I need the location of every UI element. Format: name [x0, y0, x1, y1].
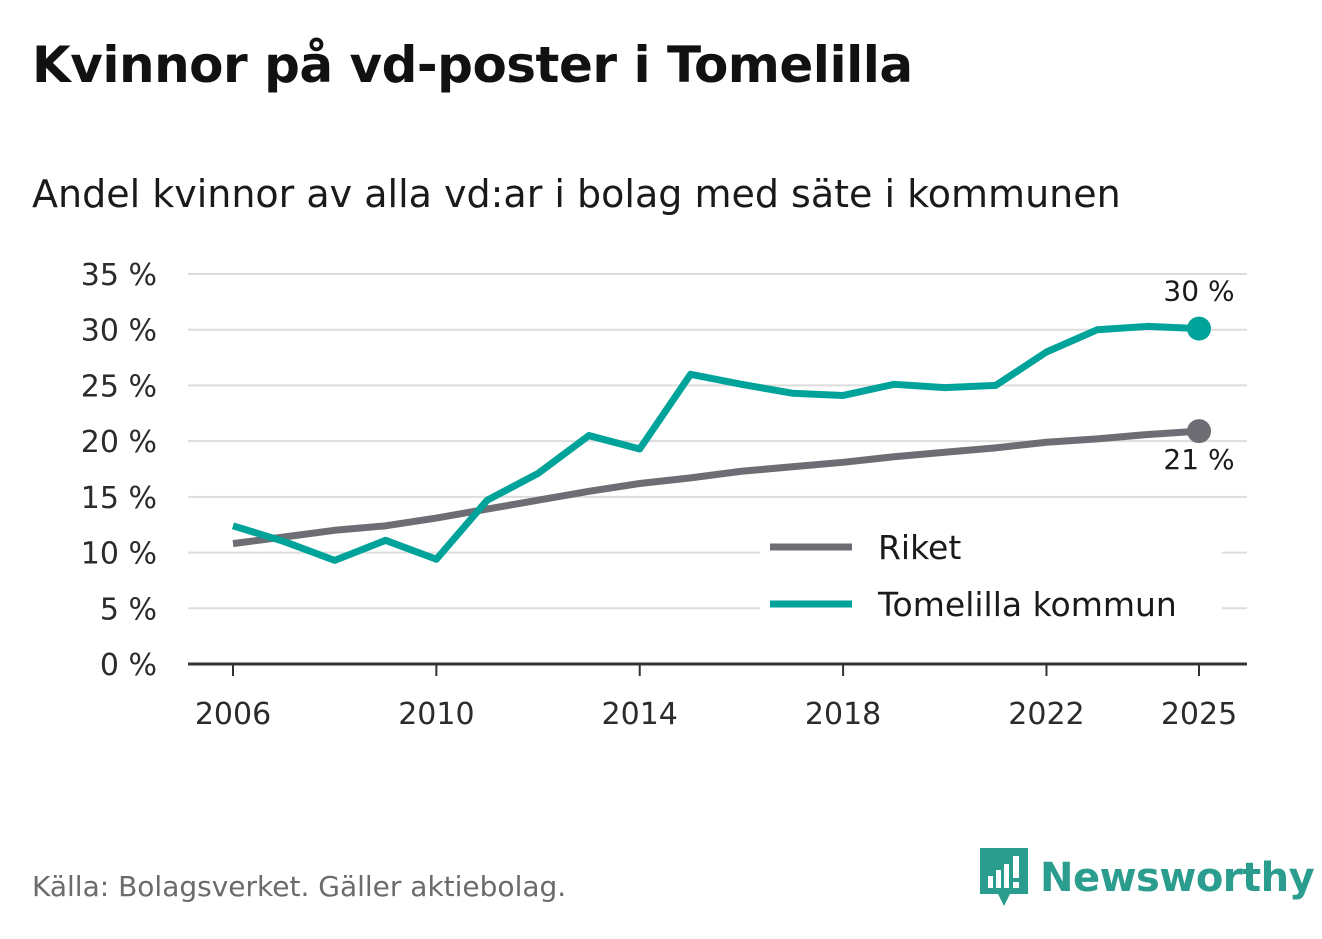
x-axis-ticks: 2006 2010 2014 2018 2022 2025 [195, 664, 1237, 732]
x-tick-label: 2018 [805, 697, 881, 732]
y-tick-label: 30 % [81, 314, 157, 349]
chart-subtitle: Andel kvinnor av alla vd:ar i bolag med … [32, 172, 1121, 216]
legend-label: Tomelilla kommun [877, 585, 1177, 624]
end-label-riket: 21 % [1163, 443, 1234, 476]
newsworthy-logo-icon [980, 848, 1028, 906]
y-tick-label: 0 % [100, 648, 157, 683]
y-tick-label: 15 % [81, 481, 157, 516]
y-tick-label: 35 % [81, 258, 157, 293]
brand-name: Newsworthy [1040, 855, 1315, 901]
end-label-tomelilla: 30 % [1163, 275, 1234, 308]
legend-label: Riket [878, 528, 961, 567]
y-tick-label: 5 % [100, 592, 157, 627]
x-tick-label: 2022 [1008, 697, 1084, 732]
y-tick-label: 25 % [81, 369, 157, 404]
series-line-riket [232, 427, 1200, 548]
series-lines: 21 % 30 % [231, 275, 1235, 564]
legend-background [760, 520, 1222, 645]
source-note: Källa: Bolagsverket. Gäller aktiebolag. [32, 870, 567, 903]
x-tick-label: 2014 [602, 697, 678, 732]
end-point-riket [1187, 419, 1211, 444]
end-point-tomelilla [1187, 316, 1211, 341]
x-tick-label: 2006 [195, 697, 271, 732]
x-tick-label: 2025 [1161, 697, 1237, 732]
x-tick-label: 2010 [398, 697, 474, 732]
chart-title: Kvinnor på vd-poster i Tomelilla [32, 36, 913, 94]
y-tick-label: 20 % [81, 425, 157, 460]
y-axis-ticks: 0 % 5 % 10 % 15 % 20 % 25 % 30 % 35 % [81, 258, 157, 683]
series-line-tomelilla [231, 322, 1200, 564]
brand-logo[interactable]: Newsworthy [980, 848, 1315, 908]
y-tick-label: 10 % [81, 537, 157, 572]
legend: Riket Tomelilla kommun [760, 520, 1222, 645]
